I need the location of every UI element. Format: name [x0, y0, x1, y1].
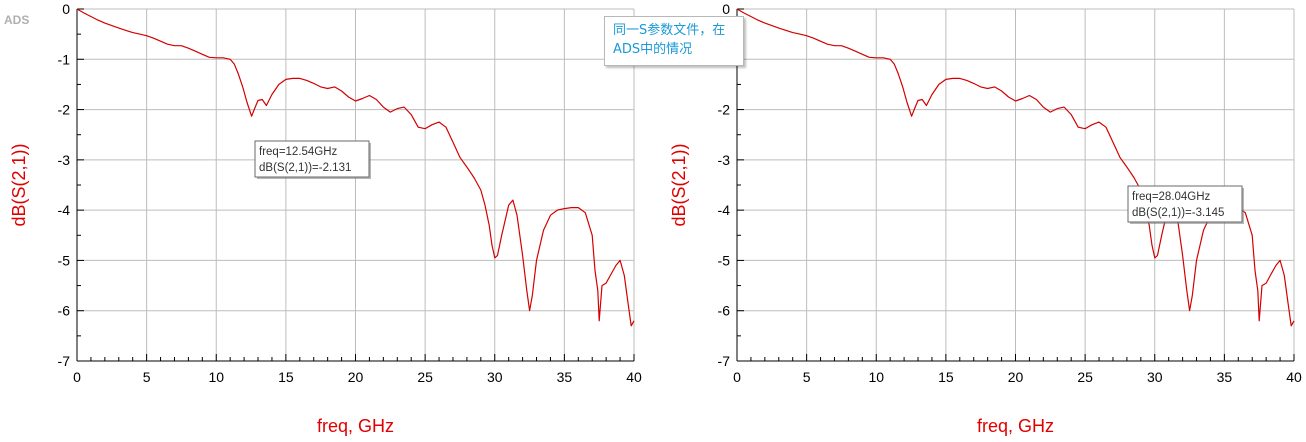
marker-readout-value: dB(S(2,1))=-3.145: [1132, 207, 1224, 219]
x-axis-label: freq, GHz: [317, 416, 394, 436]
series-line-1: [76, 8, 635, 327]
y-tick-label: -3: [58, 152, 71, 168]
y-tick-label: -2: [58, 102, 71, 118]
y-tick-label: -1: [58, 51, 71, 67]
y-axis-label: dB(S(2,1)): [669, 143, 689, 226]
y-tick-label: -4: [718, 202, 731, 218]
marker-readout-box: [254, 140, 370, 178]
y-tick-label: 0: [62, 1, 70, 17]
y-tick-label: -6: [58, 303, 71, 319]
x-tick-label: 20: [348, 369, 364, 385]
x-tick-label: 15: [278, 369, 294, 385]
x-tick-label: 10: [208, 369, 224, 385]
x-tick-label: 15: [938, 369, 954, 385]
ads-app-label: ADS: [4, 13, 30, 27]
y-tick-label: -4: [58, 202, 71, 218]
x-tick-label: 35: [1217, 369, 1233, 385]
x-axis-label: freq, GHz: [977, 416, 1054, 436]
y-tick-label: -2: [718, 102, 731, 118]
note-line-1: 同一S参数文件，在: [613, 23, 726, 38]
y-tick-label: -3: [718, 152, 731, 168]
annotation-note: 同一S参数文件，在 ADS中的情况: [604, 16, 744, 66]
y-tick-label: -7: [718, 353, 731, 369]
x-tick-label: 5: [143, 369, 151, 385]
x-tick-label: 35: [557, 369, 573, 385]
y-tick-label: 0: [722, 1, 730, 17]
y-axis-label: dB(S(2,1)): [9, 143, 29, 226]
x-tick-label: 40: [1286, 369, 1302, 385]
y-tick-label: -5: [718, 252, 731, 268]
x-tick-label: 0: [733, 369, 741, 385]
marker-readout-freq: freq=12.54GHz: [259, 146, 338, 158]
x-tick-label: 30: [1147, 369, 1163, 385]
y-tick-label: -6: [718, 303, 731, 319]
chart-1: 0 5 10 15 20 25 30 35 40 0 -1 -2 -3 -4 -5 -6 -7 freq, GHz…: [9, 1, 642, 436]
x-tick-label: 40: [626, 369, 642, 385]
x-tick-label: 30: [487, 369, 503, 385]
marker-readout-value: dB(S(2,1))=-2.131: [259, 162, 351, 174]
x-tick-label: 0: [73, 369, 81, 385]
x-tick-label: 25: [1077, 369, 1093, 385]
y-tick-label: -5: [58, 252, 71, 268]
marker-readout-freq: freq=28.04GHz: [1132, 191, 1211, 203]
x-tick-label: 20: [1008, 369, 1024, 385]
x-tick-label: 5: [803, 369, 811, 385]
x-tick-label: 10: [868, 369, 884, 385]
note-line-2: ADS中的情况: [613, 42, 693, 57]
x-tick-label: 25: [417, 369, 433, 385]
marker-readout-box: [1127, 185, 1243, 223]
y-tick-label: -7: [58, 353, 71, 369]
